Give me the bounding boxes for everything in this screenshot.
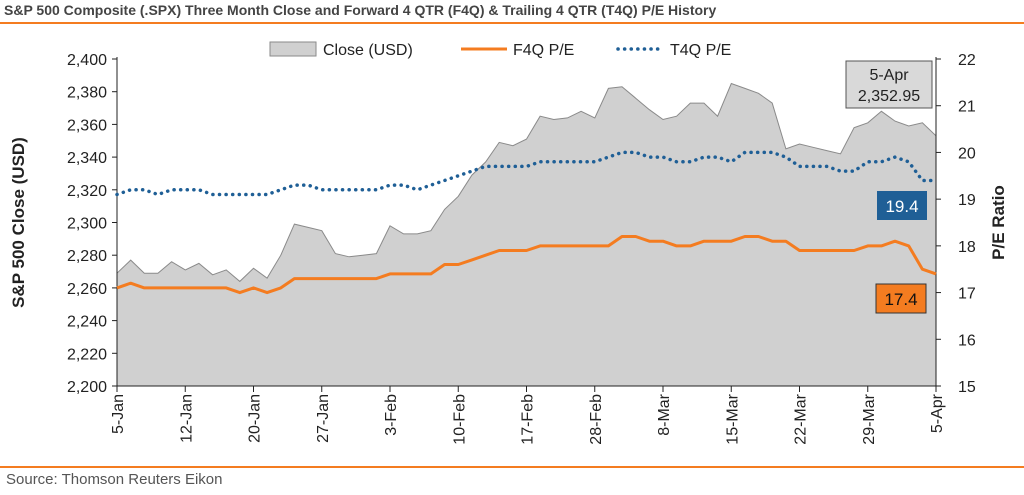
t4q-value-label: 19.4: [885, 197, 918, 216]
left-tick-label: 2,380: [67, 85, 107, 102]
right-tick-label: 17: [958, 286, 976, 303]
f4q-value-label: 17.4: [884, 290, 917, 309]
x-tick-label: 17-Feb: [520, 394, 537, 445]
f4q-line: [116, 235, 937, 295]
right-axis-title: P/E Ratio: [989, 185, 1008, 260]
left-tick-label: 2,200: [67, 379, 107, 396]
last-close-value: 2,352.95: [858, 88, 920, 105]
last-close-callout: [845, 60, 933, 109]
x-tick-label: 27-Jan: [315, 394, 332, 443]
x-tick-label: 22-Mar: [793, 393, 810, 444]
x-tick-label: 8-Mar: [656, 393, 673, 435]
source-note: Source: Thomson Reuters Eikon: [6, 471, 223, 488]
right-tick-label: 16: [958, 332, 976, 349]
t4q-value-box: [877, 191, 927, 220]
close-area: [117, 83, 936, 386]
legend-close-label: Close (USD): [323, 42, 413, 59]
x-tick-label: 28-Feb: [588, 394, 605, 445]
left-tick-label: 2,320: [67, 183, 107, 200]
x-tick-label: 3-Feb: [383, 394, 400, 436]
title-rule: [0, 22, 1024, 24]
last-close-date: 5-Apr: [869, 67, 909, 84]
right-tick-label: 15: [958, 379, 976, 396]
left-axis-title: S&P 500 Close (USD): [9, 137, 28, 308]
left-tick-label: 2,360: [67, 117, 107, 134]
f4q-value-box: [875, 283, 927, 314]
x-tick-label: 15-Mar: [724, 393, 741, 444]
left-tick-label: 2,300: [67, 216, 107, 233]
right-tick-label: 18: [958, 239, 976, 256]
x-tick-label: 20-Jan: [247, 394, 264, 443]
right-tick-label: 21: [958, 99, 976, 116]
x-tick-label: 12-Jan: [178, 394, 195, 443]
legend-t4q-label: T4Q P/E: [670, 42, 731, 59]
t4q-line: [115, 150, 938, 197]
x-tick-label: 29-Mar: [861, 393, 878, 444]
left-tick-label: 2,340: [67, 150, 107, 167]
source-rule: [0, 466, 1024, 468]
x-tick-label: 5-Jan: [110, 394, 127, 434]
left-tick-label: 2,280: [67, 248, 107, 265]
right-tick-label: 20: [958, 145, 976, 162]
close-area-outline: [116, 82, 937, 283]
right-tick-label: 22: [958, 52, 976, 69]
left-tick-label: 2,260: [67, 281, 107, 298]
x-tick-label: 5-Apr: [929, 393, 946, 433]
legend-f4q-label: F4Q P/E: [513, 42, 574, 59]
x-tick-label: 10-Feb: [451, 394, 468, 445]
right-tick-label: 19: [958, 192, 976, 209]
left-tick-label: 2,400: [67, 52, 107, 69]
chart-title: S&P 500 Composite (.SPX) Three Month Clo…: [4, 2, 717, 18]
legend-close-swatch: [269, 41, 317, 57]
left-tick-label: 2,240: [67, 314, 107, 331]
left-tick-label: 2,220: [67, 346, 107, 363]
